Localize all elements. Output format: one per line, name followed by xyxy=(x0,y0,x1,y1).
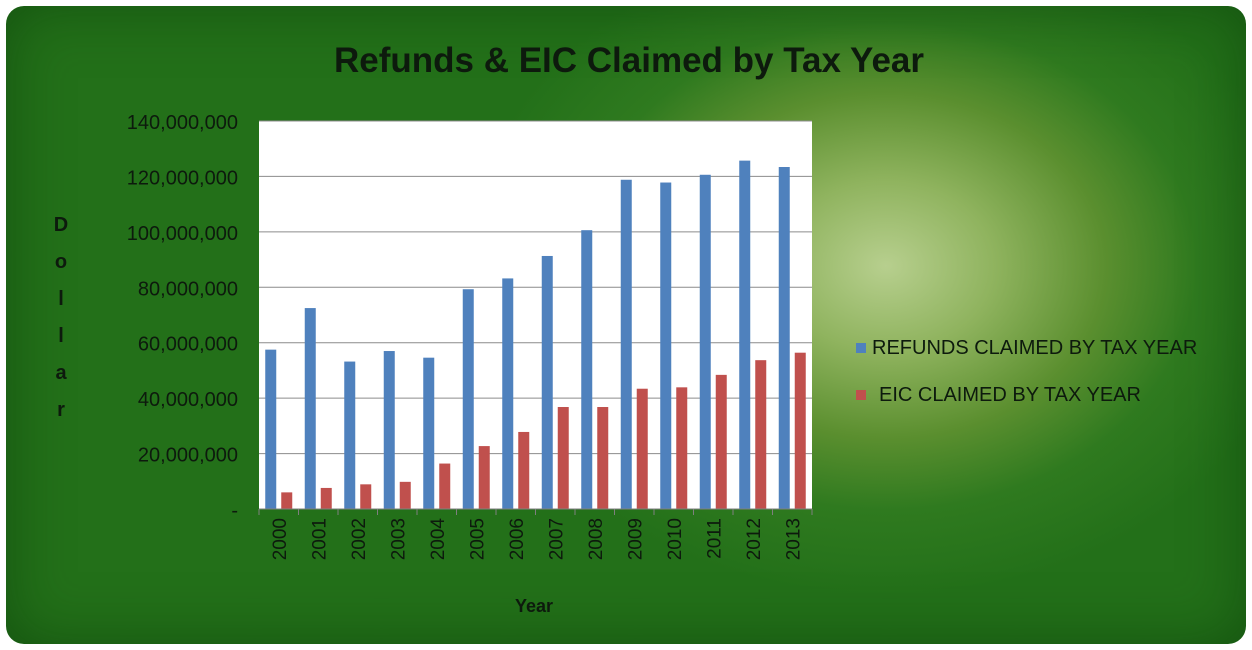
y-axis-label-letter: D xyxy=(54,214,68,236)
y-tick-label: 20,000,000 xyxy=(138,445,238,467)
legend-label-eic: EIC CLAIMED BY TAX YEAR xyxy=(879,384,1141,406)
y-axis-ticks: - 20,000,000 40,000,000 60,000,000 80,000,00… xyxy=(127,112,238,522)
chart-title: Refunds & EIC Claimed by Tax Year xyxy=(334,41,924,80)
refunds-bar xyxy=(660,183,671,509)
refunds-bar xyxy=(384,351,395,509)
x-tick-label: 2004 xyxy=(428,518,449,561)
x-tick-label: 2005 xyxy=(467,518,488,560)
y-axis-label-letter: a xyxy=(55,362,67,384)
eic-bar xyxy=(479,446,490,509)
refunds-bar xyxy=(621,180,632,509)
refunds-bar xyxy=(305,308,316,509)
refunds-bar xyxy=(502,278,513,509)
plot-area xyxy=(259,121,812,509)
x-tick-label: 2000 xyxy=(270,518,291,560)
eic-bar xyxy=(281,492,292,509)
eic-bar xyxy=(518,432,529,509)
eic-bar xyxy=(400,482,411,509)
refunds-bar xyxy=(463,289,474,509)
y-tick-label: - xyxy=(231,500,238,522)
y-tick-label: 80,000,000 xyxy=(138,278,238,300)
eic-bar xyxy=(558,407,569,509)
eic-bar xyxy=(439,464,450,509)
x-tick-label: 2008 xyxy=(586,518,607,560)
y-axis-label-letter: l xyxy=(58,325,64,347)
x-axis-label: Year xyxy=(515,596,553,616)
x-tick-label: 2006 xyxy=(507,518,528,560)
refunds-bar xyxy=(779,167,790,509)
x-tick-label: 2007 xyxy=(546,518,567,560)
y-tick-label: 60,000,000 xyxy=(138,334,238,356)
eic-bar xyxy=(795,353,806,509)
eic-bar xyxy=(755,360,766,509)
x-tick-label: 2011 xyxy=(704,518,725,559)
refunds-bar xyxy=(265,350,276,509)
x-tick-label: 2012 xyxy=(744,518,765,560)
refunds-bar xyxy=(542,256,553,509)
eic-bar xyxy=(716,375,727,509)
refunds-bar xyxy=(423,358,434,509)
eic-bar xyxy=(676,387,687,509)
legend: REFUNDS CLAIMED BY TAX YEAR EIC CLAIMED B… xyxy=(856,337,1197,406)
y-axis-label-letter: o xyxy=(55,251,67,273)
x-axis-ticks: 2000 2001 2002 2003 2004 2005 2006 2007 2008 2009… xyxy=(259,509,812,560)
chart-card: Refunds & EIC Claimed by Tax Year - 20,00… xyxy=(6,6,1246,644)
refunds-bar xyxy=(700,175,711,509)
x-tick-label: 2009 xyxy=(625,518,646,560)
legend-swatch-refunds xyxy=(856,343,866,353)
eic-bar xyxy=(637,389,648,509)
x-tick-label: 2001 xyxy=(309,518,330,560)
legend-label-refunds: REFUNDS CLAIMED BY TAX YEAR xyxy=(872,337,1197,359)
y-tick-label: 40,000,000 xyxy=(138,389,238,411)
eic-bar xyxy=(321,488,332,509)
eic-bar xyxy=(360,484,371,509)
bar-chart: Refunds & EIC Claimed by Tax Year - 20,00… xyxy=(6,6,1246,644)
y-axis-label-letter: r xyxy=(57,399,65,421)
x-tick-label: 2013 xyxy=(783,518,804,560)
y-tick-label: 140,000,000 xyxy=(127,112,238,134)
x-tick-label: 2002 xyxy=(349,518,370,560)
y-tick-label: 120,000,000 xyxy=(127,167,238,189)
refunds-bar xyxy=(581,230,592,509)
y-axis-label-letter: l xyxy=(58,288,64,310)
eic-bar xyxy=(597,407,608,509)
y-tick-label: 100,000,000 xyxy=(127,223,238,245)
legend-swatch-eic xyxy=(856,390,866,400)
x-tick-label: 2003 xyxy=(388,518,409,560)
x-tick-label: 2010 xyxy=(665,518,686,560)
refunds-bar xyxy=(344,362,355,509)
refunds-bar xyxy=(739,161,750,509)
